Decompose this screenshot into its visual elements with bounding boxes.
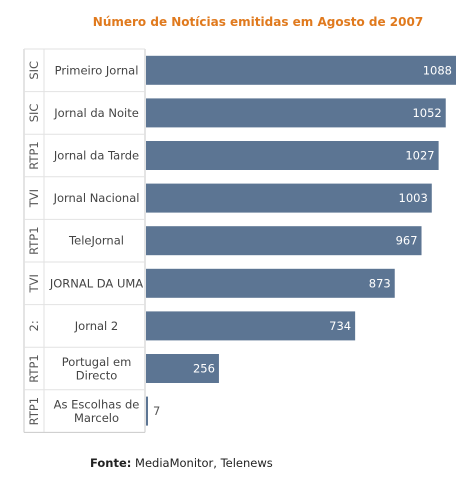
category-label: Primeiro Jornal bbox=[55, 63, 139, 77]
group-label: RTP1 bbox=[27, 354, 41, 382]
source-label: Fonte: bbox=[90, 456, 132, 470]
data-label: 1088 bbox=[423, 63, 452, 77]
bar bbox=[146, 311, 356, 341]
category-label: JORNAL DA UMA bbox=[49, 276, 143, 290]
group-label: 2: bbox=[27, 320, 41, 331]
group-label: TVI bbox=[27, 274, 41, 293]
group-label: RTP1 bbox=[27, 397, 41, 425]
data-label: 1052 bbox=[412, 106, 441, 120]
source-note: Fonte: MediaMonitor, Telenews bbox=[90, 456, 273, 470]
bar bbox=[146, 183, 432, 213]
category-label: As Escolhas de Marcelo bbox=[54, 397, 140, 425]
category-label: Jornal da Noite bbox=[53, 106, 139, 120]
data-label: 256 bbox=[193, 362, 215, 376]
category-label: Jornal 2 bbox=[74, 319, 118, 333]
data-label: 1003 bbox=[399, 191, 428, 205]
group-label: RTP1 bbox=[27, 141, 41, 169]
data-label: 7 bbox=[153, 404, 160, 418]
data-label: 1027 bbox=[405, 149, 434, 163]
data-label: 967 bbox=[396, 234, 418, 248]
category-label: Jornal da Tarde bbox=[53, 149, 139, 163]
source-text: MediaMonitor, Telenews bbox=[135, 456, 273, 470]
bar bbox=[146, 396, 148, 426]
bar bbox=[146, 98, 446, 128]
category-label: Jornal Nacional bbox=[53, 191, 140, 205]
bar bbox=[146, 354, 219, 383]
bar bbox=[146, 226, 422, 256]
data-label: 873 bbox=[369, 276, 391, 290]
bar bbox=[146, 268, 395, 298]
bar bbox=[146, 55, 456, 85]
group-label: SIC bbox=[27, 104, 41, 123]
chart-title: Número de Notícias emitidas em Agosto de… bbox=[92, 15, 424, 29]
category-label: Portugal em Directo bbox=[62, 355, 132, 383]
group-label: TVI bbox=[27, 189, 41, 208]
group-label: SIC bbox=[27, 61, 41, 80]
bar bbox=[146, 141, 439, 170]
data-label: 734 bbox=[329, 319, 351, 333]
category-label: TeleJornal bbox=[68, 234, 124, 248]
group-label: RTP1 bbox=[27, 226, 41, 254]
